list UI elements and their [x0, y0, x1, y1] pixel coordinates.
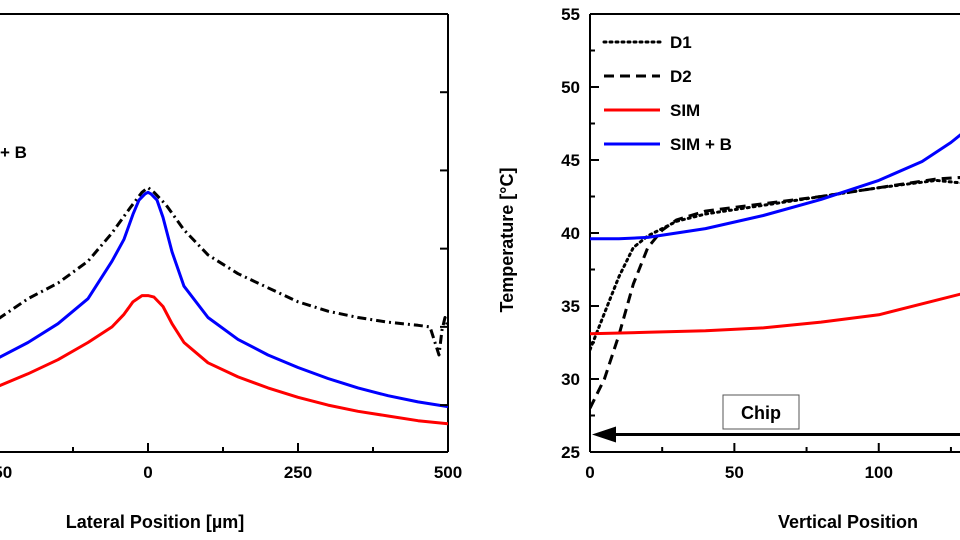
right-y-tick-label: 40 — [561, 224, 580, 243]
right-y-axis-label: Temperature [°C] — [497, 168, 517, 313]
chip-label-box — [722, 394, 800, 430]
right-y-tick-label: 35 — [561, 297, 580, 316]
left-x-tick-label: 0 — [143, 463, 152, 482]
legend-label-sim: SIM — [670, 101, 700, 120]
right-series-d1-line — [590, 178, 960, 352]
left-series-sim-b-line — [0, 190, 448, 409]
left-chart-panel: 250 0 250 500 + B Lateral Position [µm] — [0, 13, 462, 532]
right-series-sim-b-line — [590, 133, 960, 241]
left-x-axis-label: Lateral Position [µm] — [66, 512, 244, 532]
right-x-tick-label: 0 — [585, 463, 594, 482]
right-x-axis-label: Vertical Position — [778, 512, 918, 532]
right-x-tick-label: 100 — [865, 463, 893, 482]
legend-label-d2: D2 — [670, 67, 692, 86]
right-x-tick-label: 50 — [725, 463, 744, 482]
left-x-tick-label: 250 — [284, 463, 312, 482]
right-y-tick-label: 55 — [561, 5, 580, 24]
chip-extent-arrow-head — [592, 426, 616, 443]
left-x-tick-label: 250 — [0, 463, 12, 482]
right-chart-panel: Chip 0 50 100 25 30 35 40 45 50 55 D1 D2 SIM SIM + B… — [497, 5, 960, 532]
right-series-d2-line — [590, 176, 960, 409]
right-legend: D1 D2 SIM SIM + B — [602, 33, 732, 154]
legend-label-d1: D1 — [670, 33, 692, 52]
right-y-tick-label: 30 — [561, 370, 580, 389]
right-series-sim-line — [590, 292, 960, 336]
left-series-d1-d2-line — [0, 186, 448, 357]
left-series-sim-line — [0, 294, 448, 426]
right-y-tick-label: 45 — [561, 151, 580, 170]
legend-label-sim-b: SIM + B — [670, 135, 732, 154]
right-y-tick-label: 25 — [561, 443, 580, 462]
right-y-tick-label: 50 — [561, 78, 580, 97]
chip-label: Chip — [741, 403, 781, 423]
left-x-tick-label: 500 — [434, 463, 462, 482]
left-legend-fragment: + B — [0, 143, 27, 162]
